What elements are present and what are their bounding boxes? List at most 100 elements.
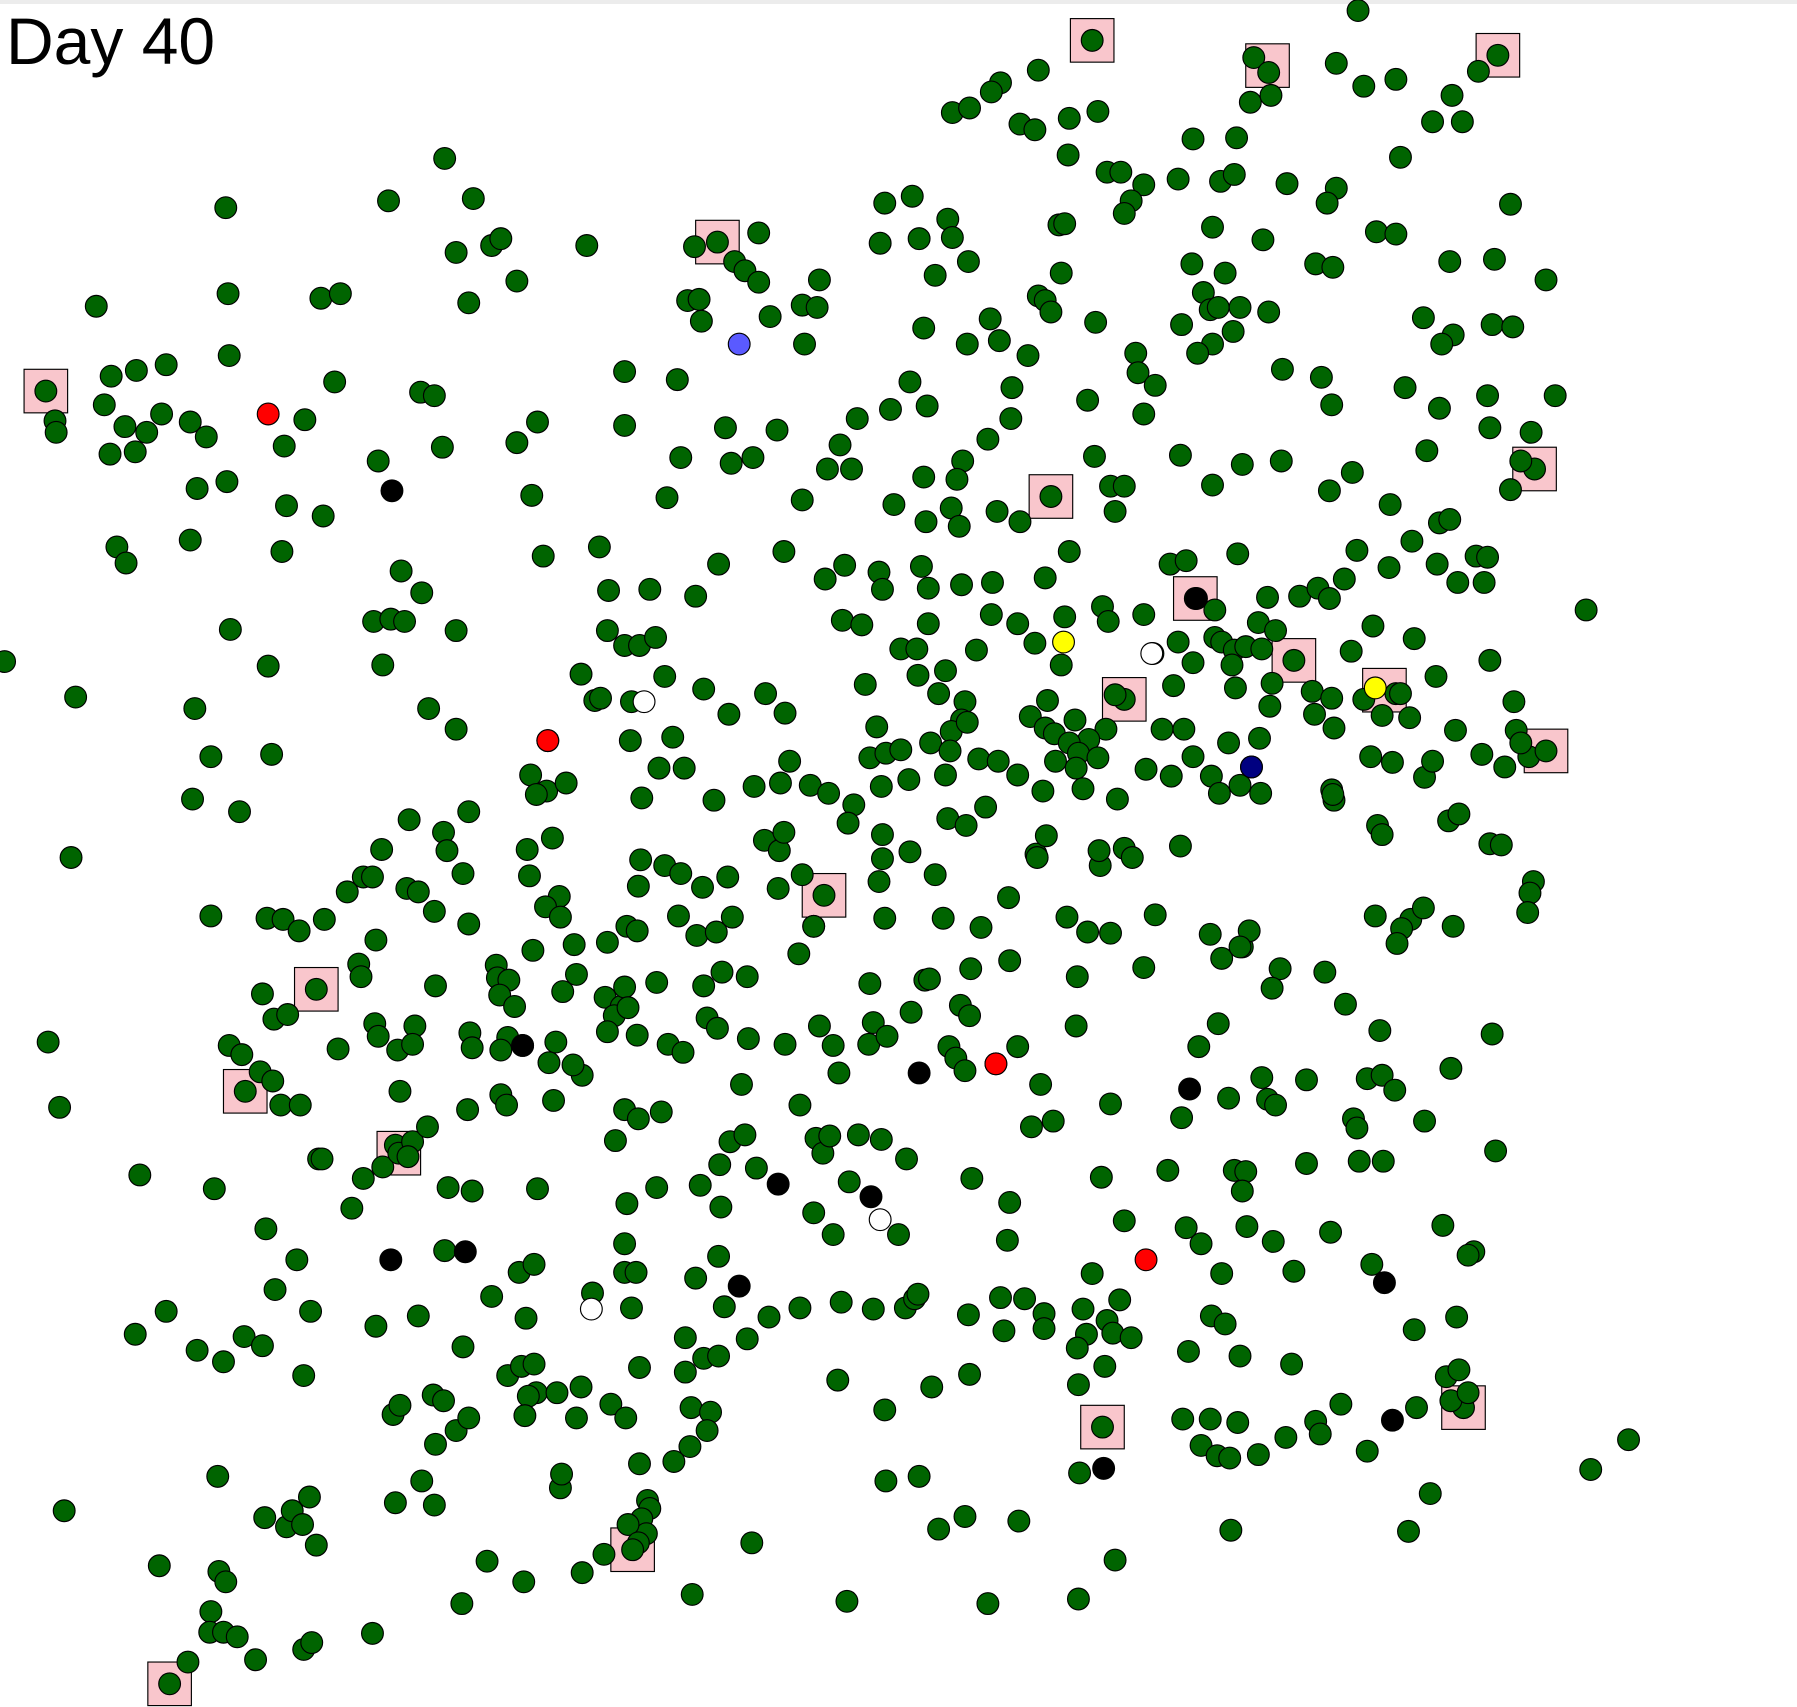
data-point (256, 402, 280, 426)
data-point (927, 1517, 951, 1541)
data-point (1228, 773, 1252, 797)
data-point (150, 402, 174, 426)
data-point (1221, 320, 1245, 343)
data-point (263, 1278, 287, 1302)
data-point (1055, 905, 1079, 929)
data-point (692, 677, 716, 701)
data-point (1446, 570, 1470, 594)
data-point (1162, 674, 1186, 698)
data-point (1210, 1262, 1234, 1285)
data-point (662, 1450, 686, 1473)
data-point (444, 619, 468, 643)
data-point (1371, 1149, 1395, 1173)
data-point (457, 912, 481, 936)
data-point (218, 617, 242, 641)
data-point (1261, 1229, 1285, 1253)
data-point (214, 196, 238, 220)
data-point (261, 1069, 285, 1093)
data-point (489, 1038, 513, 1062)
data-point (589, 686, 612, 710)
data-point (1321, 255, 1345, 279)
data-point (575, 234, 599, 257)
data-point (1421, 749, 1445, 773)
data-point (1472, 570, 1496, 594)
data-point (178, 528, 202, 552)
data-point (519, 763, 543, 787)
square-marker (1080, 1404, 1125, 1450)
data-point (1493, 755, 1517, 779)
data-point (1071, 1297, 1095, 1321)
data-point (514, 1306, 538, 1330)
data-point (719, 451, 743, 475)
data-point (1007, 1509, 1031, 1533)
data-point (1321, 783, 1345, 806)
data-point (285, 1248, 309, 1272)
data-point (587, 535, 611, 559)
data-point (708, 1153, 732, 1177)
data-point (626, 874, 650, 898)
data-point (1397, 1519, 1420, 1543)
data-point (665, 368, 689, 392)
data-point (958, 1004, 982, 1028)
data-point (230, 1043, 254, 1067)
data-point (683, 235, 706, 259)
data-point (1447, 802, 1471, 826)
data-point (1076, 920, 1100, 944)
data-point (1320, 686, 1344, 710)
data-point (505, 431, 529, 455)
data-point (1056, 143, 1080, 167)
data-point (569, 1375, 593, 1399)
data-point (727, 1274, 751, 1298)
data-point (595, 619, 619, 643)
data-point (655, 486, 679, 510)
data-point (269, 1093, 293, 1117)
data-point (689, 309, 713, 333)
data-point (453, 1240, 477, 1264)
data-point (1174, 549, 1198, 573)
data-point (1064, 1014, 1088, 1038)
data-point (254, 1217, 278, 1241)
data-point (912, 316, 936, 340)
data-point (461, 187, 485, 210)
data-point (938, 739, 962, 763)
data-point (1315, 191, 1339, 215)
data-point (1484, 1139, 1508, 1163)
data-point (364, 928, 388, 952)
data-point (444, 717, 468, 741)
data-point (1249, 781, 1273, 805)
data-point (905, 637, 929, 661)
data-point (628, 1452, 651, 1476)
data-point (626, 1107, 650, 1131)
data-point (1411, 896, 1435, 920)
data-point (371, 653, 395, 677)
data-point (954, 813, 978, 837)
data-point (522, 1352, 546, 1376)
data-point (1282, 648, 1306, 672)
data-point (707, 1244, 731, 1268)
data-point (154, 1299, 178, 1323)
data-point (260, 742, 284, 766)
data-point (1140, 642, 1164, 665)
data-point (705, 1016, 729, 1040)
data-point (52, 1499, 76, 1523)
data-point (1250, 637, 1274, 661)
data-point (522, 1252, 546, 1276)
data-point (1574, 598, 1598, 622)
data-point (1057, 106, 1081, 130)
data-point (1476, 545, 1500, 569)
data-point (1377, 556, 1401, 580)
data-point (620, 1296, 643, 1320)
data-point (969, 915, 993, 939)
data-point (1210, 946, 1234, 970)
data-point (826, 1368, 850, 1392)
data-point (436, 1176, 460, 1200)
data-point (704, 920, 728, 944)
data-point (511, 1034, 535, 1057)
data-point (692, 974, 716, 998)
data-point (460, 1179, 484, 1203)
data-point (1384, 222, 1408, 246)
data-point (1228, 1344, 1252, 1368)
data-point (1198, 922, 1222, 946)
data-point (1295, 1068, 1318, 1092)
data-point (1246, 1443, 1270, 1467)
